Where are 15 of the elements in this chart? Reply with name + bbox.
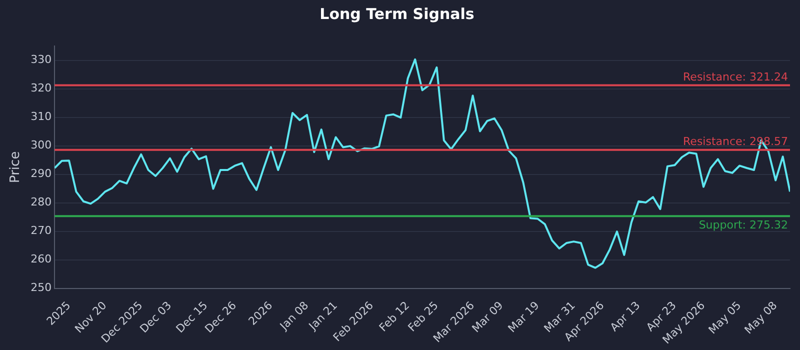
- y-tick-label: 280: [30, 196, 52, 209]
- y-tick-label: 270: [30, 224, 52, 238]
- y-tick-label: 260: [30, 252, 52, 266]
- y-tick-label: 320: [30, 82, 52, 95]
- y-tick-label: 310: [30, 110, 52, 124]
- y-axis-title: Price: [8, 151, 24, 184]
- ref-line-label: Resistance: 321.24: [683, 70, 788, 84]
- x-tick-label: Apr 13: [608, 298, 643, 334]
- y-tick-label: 250: [30, 281, 52, 294]
- x-tick-label: Mar 19: [506, 298, 542, 336]
- y-tick-label: 330: [30, 53, 52, 66]
- ref-line-label: Support: 275.32: [698, 218, 788, 232]
- y-tick-label: 290: [30, 167, 52, 180]
- y-tick-label: 300: [30, 138, 52, 152]
- chart-title: Long Term Signals: [320, 4, 474, 23]
